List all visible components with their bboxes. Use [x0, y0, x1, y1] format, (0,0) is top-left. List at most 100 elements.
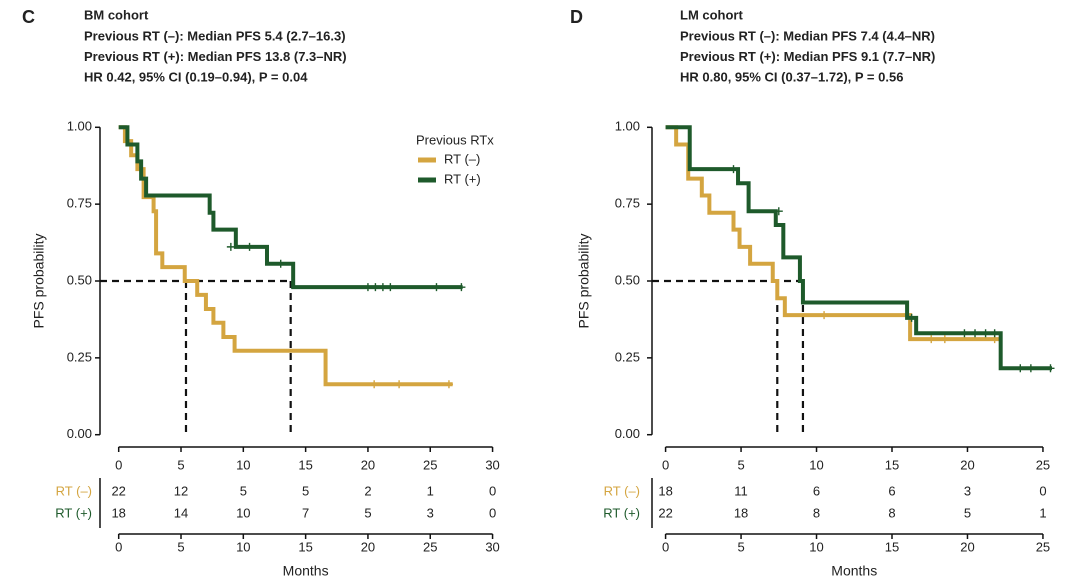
x-tick-label: 25 — [1036, 457, 1050, 472]
risk-count: 12 — [174, 483, 188, 498]
y-tick-label: 0.25 — [615, 349, 640, 364]
x-tick-label: 5 — [737, 457, 744, 472]
x-tick-label: 10 — [809, 457, 823, 472]
legend-label: RT (+) — [444, 171, 481, 186]
panel-title: BM cohort — [84, 7, 149, 22]
risk-count: 5 — [302, 483, 309, 498]
x-tick-label: 15 — [298, 457, 312, 472]
risk-x-tick-label: 25 — [423, 539, 437, 554]
panel-subtitle: Previous RT (–): Median PFS 5.4 (2.7–16.… — [84, 28, 346, 43]
censor-mark — [907, 313, 916, 322]
legend-label: RT (–) — [444, 151, 480, 166]
censor-mark — [990, 329, 999, 338]
censor-mark — [386, 283, 395, 292]
risk-count: 22 — [658, 505, 672, 520]
panel-subtitle: HR 0.42, 95% CI (0.19–0.94), P = 0.04 — [84, 69, 308, 84]
y-axis-label: PFS probability — [576, 234, 592, 329]
y-tick-label: 0.50 — [615, 272, 640, 287]
x-tick-label: 30 — [485, 457, 499, 472]
risk-x-tick-label: 15 — [298, 539, 312, 554]
x-tick-label: 0 — [662, 457, 669, 472]
risk-row-label: RT (+) — [603, 505, 640, 520]
y-tick-label: 0.50 — [67, 272, 92, 287]
risk-count: 5 — [964, 505, 971, 520]
censor-mark — [395, 380, 404, 389]
risk-count: 0 — [489, 483, 496, 498]
risk-count: 0 — [489, 505, 496, 520]
risk-count: 10 — [236, 505, 250, 520]
censor-mark — [960, 329, 969, 338]
censor-mark — [371, 283, 380, 292]
x-tick-label: 10 — [236, 457, 250, 472]
risk-x-tick-label: 0 — [662, 539, 669, 554]
risk-count: 1 — [1039, 505, 1046, 520]
censor-mark — [729, 165, 738, 174]
risk-count: 0 — [1039, 483, 1046, 498]
censor-mark — [774, 207, 783, 216]
censor-mark — [226, 242, 235, 251]
risk-x-tick-label: 5 — [177, 539, 184, 554]
x-tick-label: 20 — [960, 457, 974, 472]
censor-mark — [981, 329, 990, 338]
km-curve — [665, 125, 1001, 342]
censor-mark — [245, 242, 254, 251]
panel-subtitle: HR 0.80, 95% CI (0.37–1.72), P = 0.56 — [680, 69, 903, 84]
risk-row-label: RT (–) — [604, 483, 640, 498]
x-axis-label: Months — [831, 563, 877, 579]
y-tick-label: 1.00 — [615, 119, 640, 134]
risk-count: 18 — [734, 505, 748, 520]
censor-mark — [1046, 364, 1055, 373]
censor-mark — [971, 329, 980, 338]
x-tick-label: 0 — [115, 457, 122, 472]
risk-count: 7 — [302, 505, 309, 520]
y-axis-label: PFS probability — [31, 234, 47, 329]
risk-x-tick-label: 10 — [809, 539, 823, 554]
risk-x-tick-label: 20 — [960, 539, 974, 554]
y-tick-label: 0.75 — [615, 196, 640, 211]
x-axis-label: Months — [283, 563, 329, 579]
risk-count: 3 — [427, 505, 434, 520]
risk-x-tick-label: 0 — [115, 539, 122, 554]
risk-count: 14 — [174, 505, 188, 520]
risk-count: 2 — [364, 483, 371, 498]
y-tick-label: 1.00 — [67, 119, 92, 134]
risk-row-label: RT (+) — [55, 505, 92, 520]
x-tick-label: 20 — [361, 457, 375, 472]
km-curve — [118, 125, 453, 387]
panel-subtitle: Previous RT (+): Median PFS 9.1 (7.7–NR) — [680, 49, 935, 64]
risk-x-tick-label: 30 — [485, 539, 499, 554]
risk-count: 8 — [813, 505, 820, 520]
risk-count: 18 — [111, 505, 125, 520]
panel-letter: C — [22, 7, 35, 27]
censor-mark — [1026, 364, 1035, 373]
y-tick-label: 0.25 — [67, 349, 92, 364]
risk-count: 5 — [364, 505, 371, 520]
risk-x-tick-label: 25 — [1036, 539, 1050, 554]
censor-mark — [363, 283, 372, 292]
panel-subtitle: Previous RT (+): Median PFS 13.8 (7.3–NR… — [84, 49, 347, 64]
censor-mark — [1016, 364, 1025, 373]
x-tick-label: 15 — [885, 457, 899, 472]
risk-count: 3 — [964, 483, 971, 498]
x-tick-label: 25 — [423, 457, 437, 472]
censor-mark — [927, 335, 936, 344]
km-curve — [665, 125, 1052, 371]
panel-letter: D — [570, 7, 583, 27]
risk-x-tick-label: 10 — [236, 539, 250, 554]
censor-mark — [457, 283, 466, 292]
risk-count: 1 — [427, 483, 434, 498]
y-tick-label: 0.00 — [67, 426, 92, 441]
y-tick-label: 0.00 — [615, 426, 640, 441]
risk-row-label: RT (–) — [56, 483, 92, 498]
censor-mark — [432, 283, 441, 292]
censor-mark — [820, 311, 829, 320]
risk-count: 5 — [240, 483, 247, 498]
risk-count: 6 — [813, 483, 820, 498]
panel-title: LM cohort — [680, 7, 743, 22]
censor-mark — [378, 283, 387, 292]
risk-x-tick-label: 15 — [885, 539, 899, 554]
risk-x-tick-label: 5 — [737, 539, 744, 554]
km-curve — [118, 125, 463, 290]
